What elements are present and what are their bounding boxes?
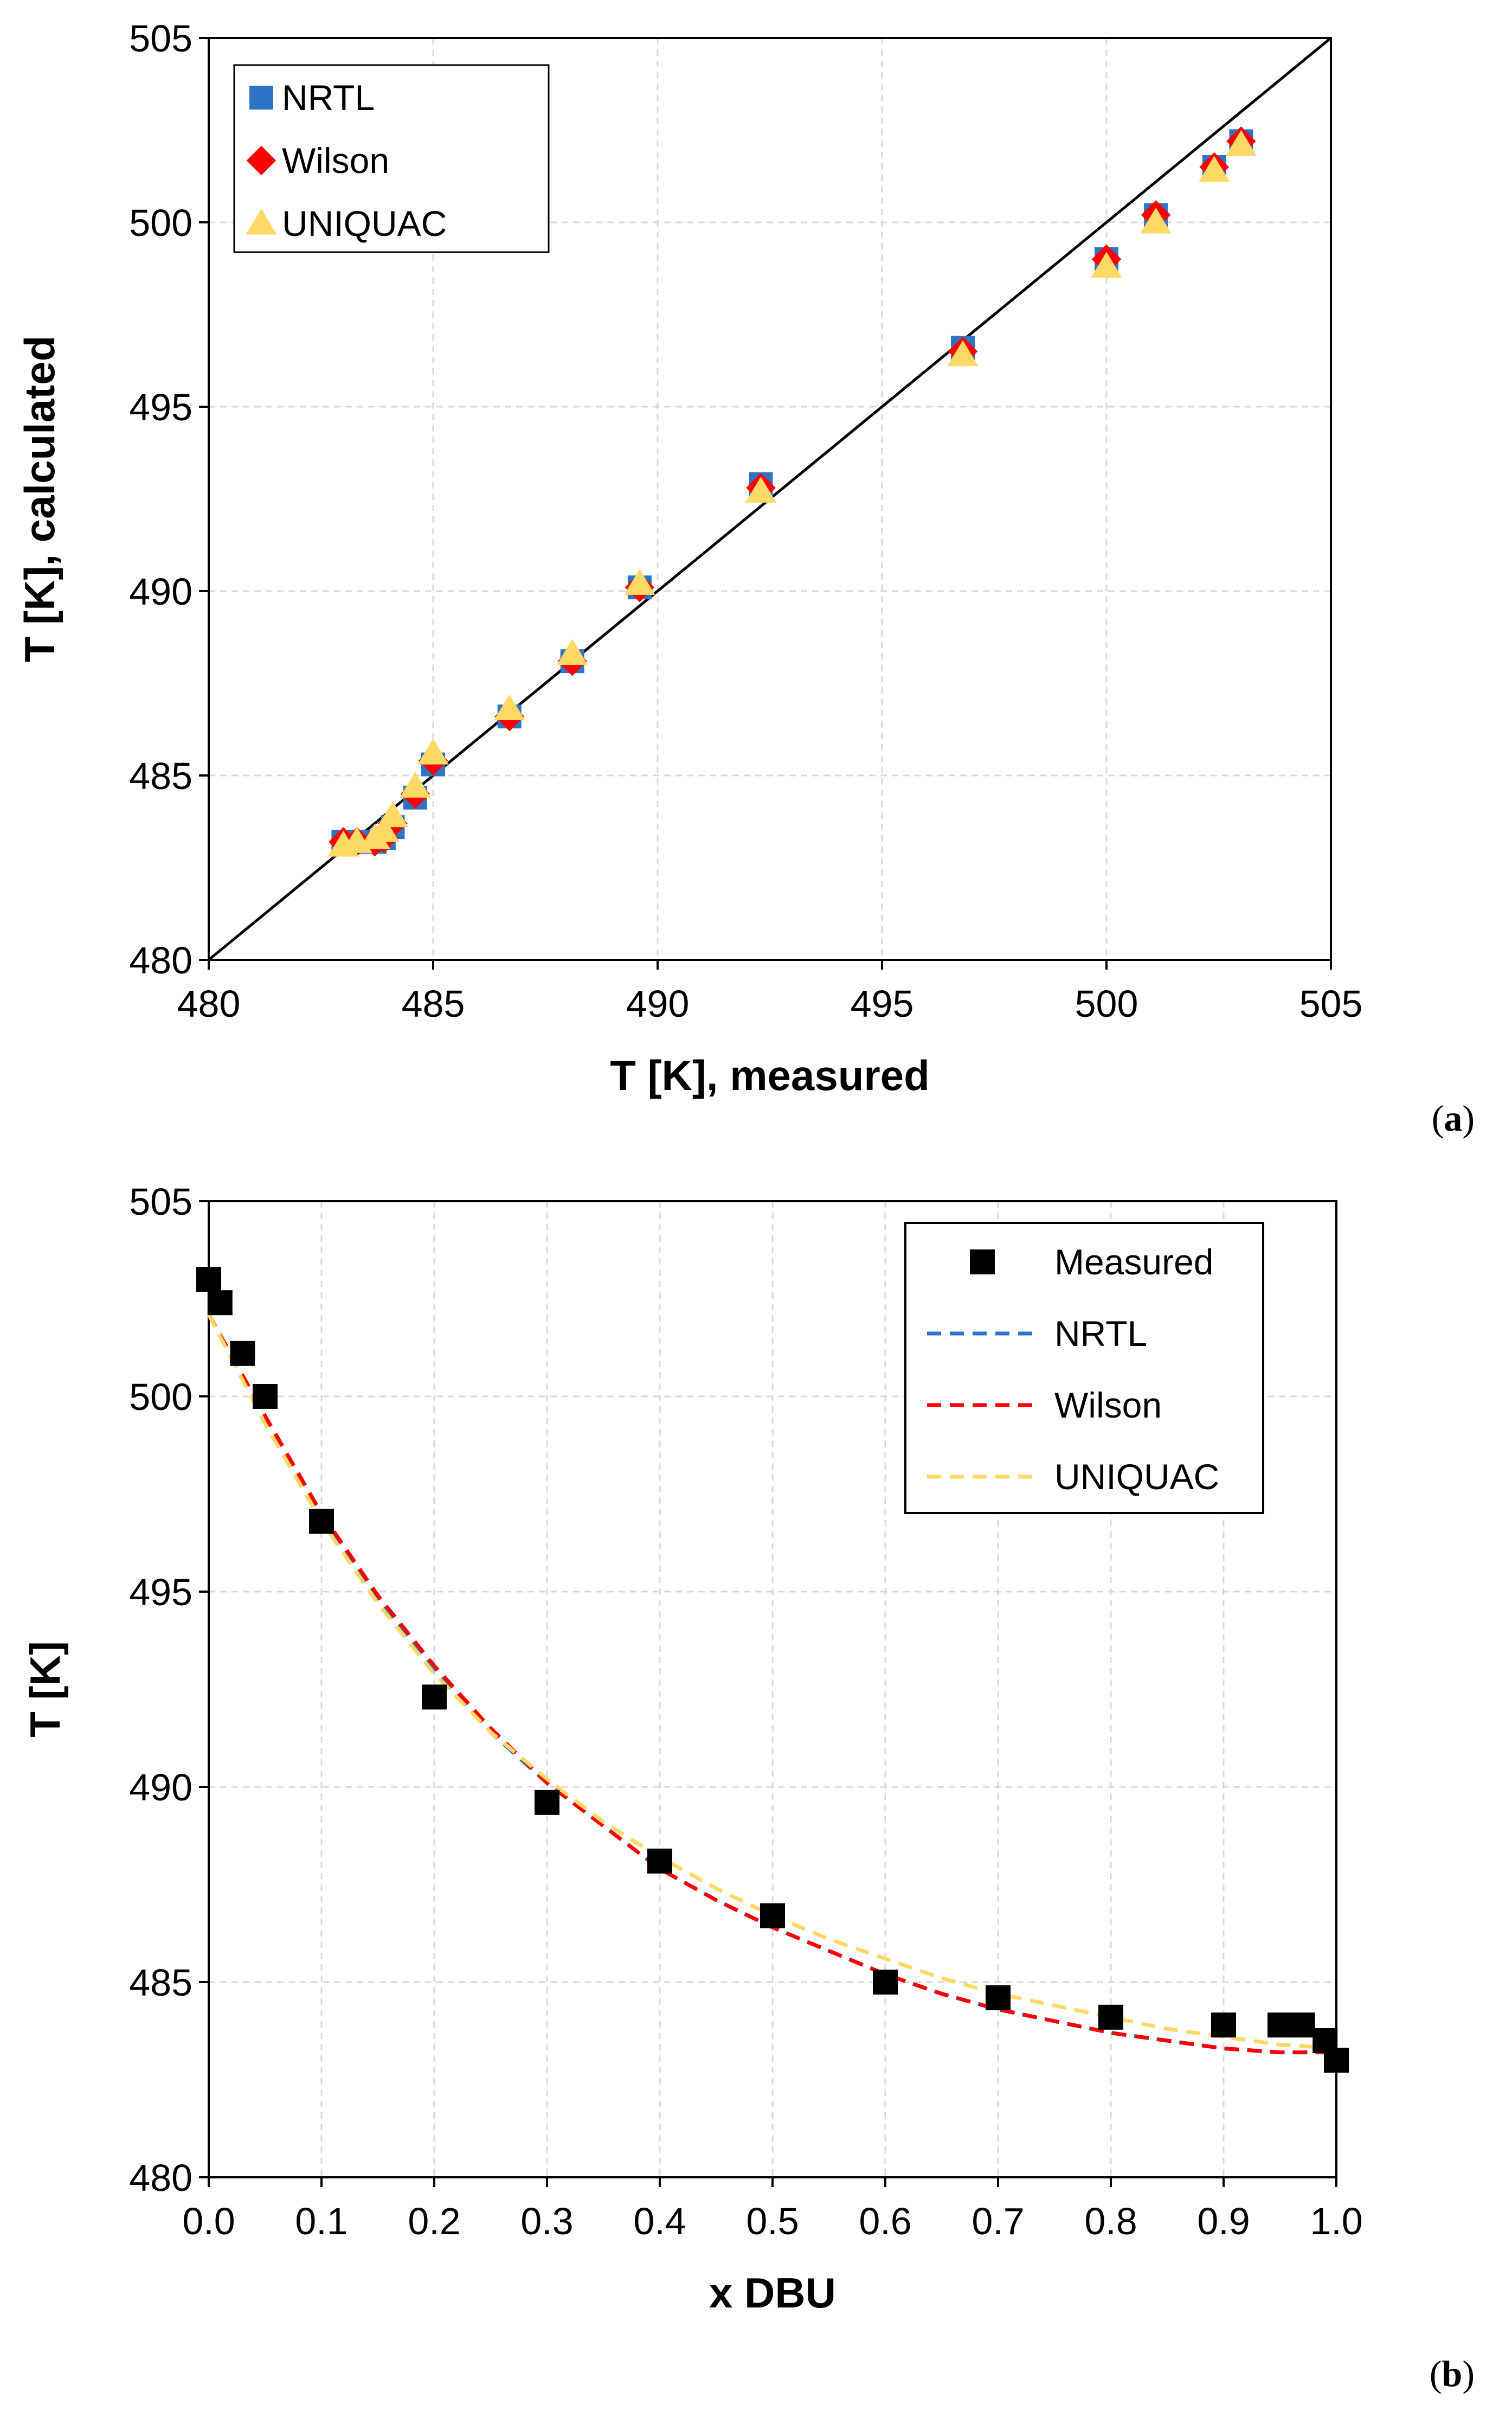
legend-items-a: NRTL Wilson UNIQUAC: [246, 78, 447, 243]
uniquac-point: [377, 801, 409, 828]
x-tick-label: 485: [402, 983, 465, 1025]
y-tick-label: 495: [129, 1571, 192, 1613]
measured-point: [207, 1290, 233, 1316]
uniquac-point: [1091, 252, 1122, 278]
y-tick-label: 505: [129, 1181, 192, 1223]
panel-label-b-letter: b: [1442, 2353, 1463, 2394]
legend-uniquac-label: UNIQUAC: [282, 203, 447, 243]
x-tick-label: 0.7: [971, 2200, 1024, 2242]
x-tick-label: 480: [177, 983, 241, 1025]
uniquac-point: [1225, 130, 1257, 156]
chart-panel-a: 480 485 490 495 500 505 480 485 490 495 500 505 T […: [16, 17, 1475, 1139]
y-tick-label: 480: [129, 2157, 192, 2199]
measured-point: [1267, 2012, 1292, 2038]
y-tick-label: 480: [129, 939, 192, 982]
legend-nrtl-swatch: [249, 86, 273, 110]
uniquac-point: [1199, 156, 1230, 182]
legend-items-b: Measured NRTL Wilson UNIQUAC: [927, 1242, 1219, 1497]
x-tick-label: 505: [1299, 983, 1363, 1025]
measured-point: [422, 1684, 447, 1710]
legend-uniquac-swatch: [246, 208, 277, 235]
panel-label-b: (b): [1430, 2353, 1475, 2394]
measured-point: [873, 1970, 898, 1995]
uniquac-point: [368, 816, 400, 842]
uniquac-point: [417, 738, 449, 765]
y-axis-title-b: T [K]: [21, 1641, 69, 1738]
y-tick-label: 505: [129, 17, 192, 60]
uniquac-point: [400, 772, 431, 798]
x-axis-title-a: T [K], measured: [610, 1052, 929, 1099]
legend-wilson-swatch: [246, 145, 276, 176]
x-tick-label: 0.8: [1084, 2200, 1137, 2242]
measured-point: [647, 1848, 672, 1874]
y-tick-label: 485: [129, 1961, 192, 2004]
data-marks-a: [327, 126, 1257, 857]
uniquac-point: [745, 477, 777, 503]
chart-panel-b: 0.0 0.1 0.2 0.3 0.4 0.5 0.6 0.7 0.8 0.9 1.0 480 485 4…: [21, 1181, 1475, 2394]
legend-b: Measured NRTL Wilson UNIQUAC: [904, 1222, 1264, 1514]
x-tick-label: 490: [626, 983, 690, 1025]
ticks-b: 0.0 0.1 0.2 0.3 0.4 0.5 0.6 0.7 0.8 0.9 1.0 480 485 4…: [129, 1181, 1362, 2242]
uniquac-point: [494, 694, 525, 721]
y-tick-label: 500: [129, 1376, 192, 1418]
ticks-a: 480 485 490 495 500 505 480 485 490 495 500 505: [129, 17, 1362, 1025]
legend-box-b: [904, 1222, 1264, 1514]
x-tick-label: 495: [851, 983, 914, 1025]
legend-measured-label: Measured: [1054, 1242, 1214, 1282]
panel-label-a: (a): [1432, 1098, 1475, 1139]
legend-wilson-label: Wilson: [1054, 1385, 1162, 1425]
x-tick-label: 0.9: [1197, 2200, 1250, 2242]
y-tick-label: 490: [129, 570, 192, 613]
x-tick-label: 500: [1075, 983, 1138, 1025]
legend-box-a: [233, 64, 550, 253]
data-marks-b: [196, 1267, 1349, 2073]
measured-point: [196, 1267, 221, 1292]
measured-point: [1098, 2004, 1123, 2030]
grid-a: [208, 37, 1332, 961]
x-tick-label: 0.5: [746, 2200, 799, 2242]
measured-point: [309, 1509, 334, 1534]
y-tick-label: 490: [129, 1766, 192, 1809]
measured-point: [1211, 2012, 1236, 2038]
measured-point: [253, 1384, 278, 1409]
x-axis-title-b: x DBU: [709, 2269, 836, 2317]
measured-point: [760, 1903, 785, 1928]
y-tick-label: 495: [129, 386, 192, 428]
uniquac-point: [1140, 207, 1172, 234]
series-measured: [196, 1267, 1349, 2073]
x-tick-label: 0.6: [859, 2200, 911, 2242]
legend-uniquac-label: UNIQUAC: [1054, 1457, 1219, 1497]
panel-label-a-letter: a: [1444, 1098, 1462, 1139]
measured-point: [1290, 2012, 1315, 2038]
legend-nrtl-label: NRTL: [1054, 1313, 1147, 1354]
y-tick-label: 485: [129, 755, 192, 797]
y-axis-title-a: T [K], calculated: [16, 336, 63, 662]
uniquac-point: [947, 340, 979, 367]
legend-measured-swatch: [970, 1249, 995, 1274]
measured-point: [535, 1790, 559, 1815]
measured-point: [230, 1341, 255, 1366]
measured-point: [986, 1985, 1011, 2010]
plot-frame-a: [208, 37, 1332, 961]
x-tick-label: 0.2: [408, 2200, 460, 2242]
x-tick-label: 0.4: [633, 2200, 686, 2242]
uniquac-point: [557, 639, 588, 665]
legend-a: NRTL Wilson UNIQUAC: [233, 64, 550, 253]
series-uniquac: [327, 130, 1257, 857]
x-tick-label: 0.0: [182, 2200, 235, 2242]
y-tick-label: 500: [129, 202, 192, 244]
uniquac-point: [624, 569, 655, 595]
x-tick-label: 1.0: [1310, 2200, 1362, 2242]
x-tick-label: 0.3: [520, 2200, 573, 2242]
x-tick-label: 0.1: [295, 2200, 348, 2242]
legend-nrtl-label: NRTL: [282, 78, 375, 118]
legend-wilson-label: Wilson: [282, 140, 389, 181]
measured-point: [1324, 2048, 1349, 2073]
